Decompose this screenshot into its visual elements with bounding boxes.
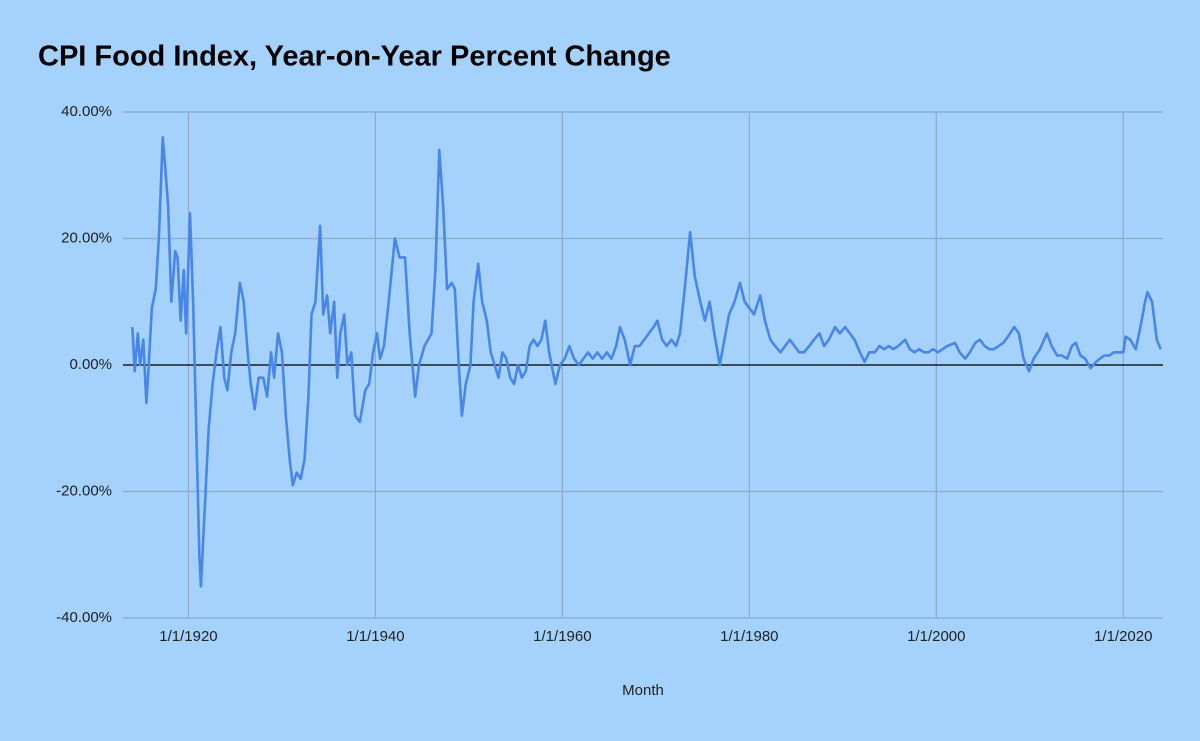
- x-tick-label: 1/1/1980: [720, 628, 778, 645]
- x-tick-label: 1/1/1960: [533, 628, 591, 645]
- x-tick-label: 1/1/2000: [907, 628, 965, 645]
- x-tick-label: 1/1/1920: [159, 628, 217, 645]
- y-tick-label: 40.00%: [61, 103, 112, 120]
- x-axis-title: Month: [622, 682, 664, 699]
- y-tick-label: -20.00%: [56, 482, 112, 499]
- chart-title: CPI Food Index, Year-on-Year Percent Cha…: [38, 41, 671, 73]
- y-tick-label: 0.00%: [69, 356, 112, 373]
- data-line: [131, 136, 1162, 588]
- x-tick-label: 1/1/1940: [346, 628, 404, 645]
- x-tick-label: 1/1/2020: [1094, 628, 1152, 645]
- y-tick-label: 20.00%: [61, 229, 112, 246]
- y-tick-label: -40.00%: [56, 609, 112, 626]
